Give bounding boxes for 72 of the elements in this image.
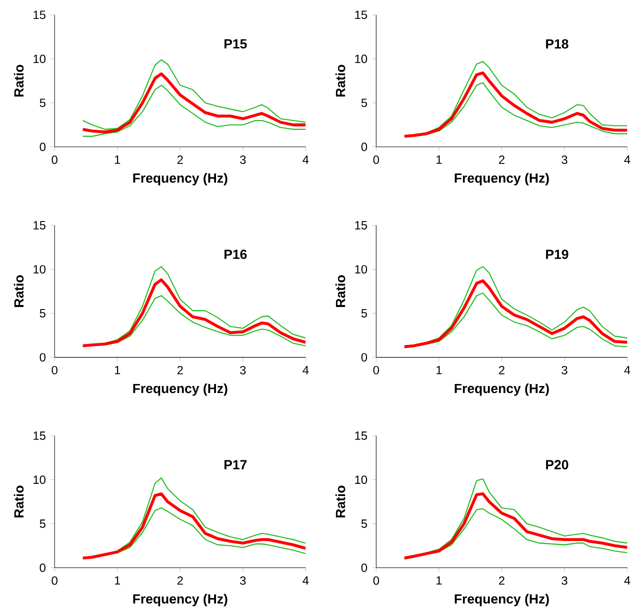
x-tick-label: 1 [436,156,442,164]
x-tick-label: 4 [302,156,309,164]
y-axis-title: Ratio [335,275,346,308]
y-tick-label: 10 [355,54,368,64]
y-tick-label: 10 [34,265,46,274]
y-tick-label: 5 [40,520,46,528]
x-axis-title: Frequency (Hz) [133,384,228,396]
x-tick-label: 2 [499,156,504,164]
y-tick-label: 15 [34,432,46,440]
x-tick-label: 0 [373,366,380,375]
y-axis-title: Ratio [14,275,24,308]
y-tick-label: 10 [355,476,368,484]
x-axis-title: Frequency (Hz) [454,384,549,396]
x-axis-title: Frequency (Hz) [454,173,549,186]
x-tick-label: 2 [499,576,504,585]
x-tick-label: 3 [240,156,246,164]
x-tick-label: 2 [177,156,183,164]
x-tick-label: 3 [562,366,568,375]
y-tick-label: 10 [34,476,46,484]
x-tick-label: 4 [624,366,630,374]
x-tick-label: 0 [52,156,58,164]
x-tick-label: 2 [177,366,183,374]
y-tick-label: 5 [40,98,46,108]
text: P18 [546,39,568,49]
y-tick-label: 10 [34,54,46,64]
x-tick-label: 4 [624,156,630,164]
x-tick-label: 1 [436,576,442,585]
y-axis-title: Ratio [335,65,346,97]
x-tick-label: 4 [302,366,309,374]
y-tick-label: 5 [361,309,368,318]
y-tick-label: 15 [34,10,46,20]
x-tick-label: 0 [373,576,380,585]
x-tick-label: 0 [373,156,380,164]
y-tick-label: 15 [355,432,368,440]
y-tick-label: 15 [355,221,368,230]
y-axis-title: Ratio [335,486,346,518]
y-axis-title: Ratio [14,65,24,97]
x-tick-label: 3 [562,156,568,164]
y-tick-label: 0 [361,353,368,362]
y-tick-label: 0 [361,142,368,152]
y-tick-label: 15 [34,221,46,230]
x-tick-label: 4 [302,576,309,585]
x-tick-label: 1 [114,366,120,374]
y-axis-title: Ratio [14,486,24,518]
x-tick-label: 3 [562,576,568,585]
x-tick-label: 1 [114,576,120,585]
text: P20 [546,460,568,470]
x-axis-title: Frequency (Hz) [454,594,549,606]
x-tick-label: 2 [177,576,183,585]
x-tick-label: 0 [52,576,58,585]
x-tick-label: 1 [114,156,120,164]
x-tick-label: 3 [240,576,246,585]
x-tick-label: 1 [436,366,442,374]
y-tick-label: 0 [40,353,46,362]
x-axis-title: Frequency (Hz) [133,594,228,606]
y-tick-label: 0 [40,564,46,572]
text: P15 [224,39,247,49]
x-axis-title: Frequency (Hz) [133,173,228,186]
y-tick-label: 10 [355,265,368,274]
text: P17 [224,460,247,470]
x-tick-label: 2 [499,366,504,374]
text: P19 [546,250,568,260]
y-tick-label: 15 [355,10,368,20]
y-tick-label: 0 [40,142,46,152]
x-tick-label: 3 [240,366,246,375]
y-tick-label: 5 [361,98,368,108]
y-tick-label: 5 [40,309,46,318]
y-tick-label: 0 [361,564,368,572]
x-tick-label: 0 [52,366,58,375]
text: P16 [224,250,247,260]
y-tick-label: 5 [361,520,368,528]
x-tick-label: 4 [624,576,630,585]
